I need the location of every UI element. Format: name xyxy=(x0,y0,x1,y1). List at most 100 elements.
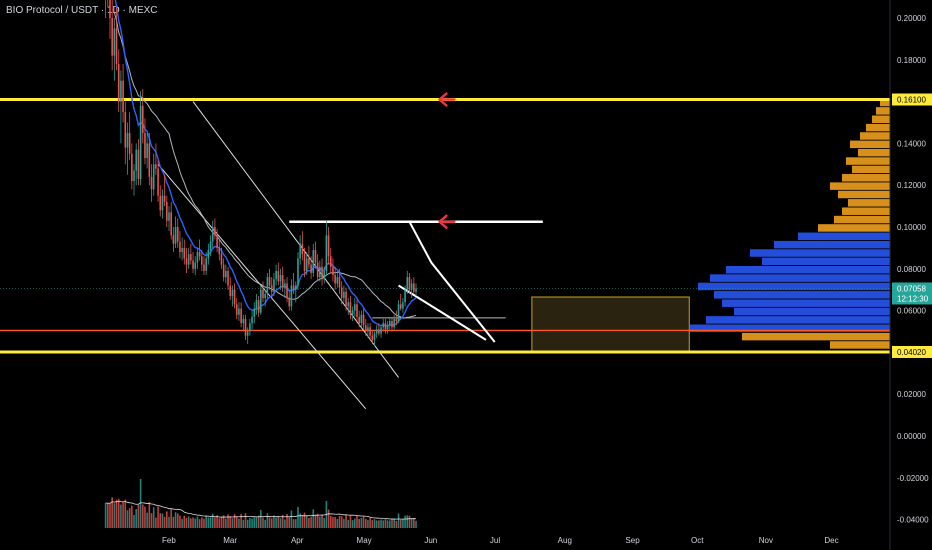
y-tick-label: 0.14000 xyxy=(897,139,926,148)
profile-bin xyxy=(762,257,890,266)
candle-body xyxy=(286,283,288,299)
candle-body xyxy=(367,327,369,332)
target-box xyxy=(531,296,690,352)
volume-bar xyxy=(225,518,227,528)
x-tick-label: Oct xyxy=(691,536,704,545)
candle-body xyxy=(163,195,166,202)
candle-body xyxy=(325,235,328,271)
candle-body xyxy=(279,275,282,282)
volume-bar xyxy=(413,518,415,528)
target-box-rect xyxy=(531,296,690,352)
candles xyxy=(105,0,417,347)
candle-body xyxy=(312,249,315,273)
candle-body xyxy=(176,227,179,242)
volume-bar xyxy=(260,509,262,528)
volume-bar xyxy=(214,517,216,528)
candle-body xyxy=(391,321,393,328)
profile-bin xyxy=(722,299,890,307)
level-label-high: 0.16100 xyxy=(897,96,926,105)
profile-bin xyxy=(852,165,890,174)
volume-bar xyxy=(382,520,385,528)
trend-annotations xyxy=(157,92,543,410)
volume-bar xyxy=(179,515,181,528)
candle-body xyxy=(404,289,406,303)
volume-bar xyxy=(181,518,183,528)
candle-body xyxy=(277,270,280,282)
volume-bar xyxy=(323,518,326,528)
volume-bar xyxy=(299,513,301,528)
volume-bar xyxy=(321,514,323,528)
candle-body xyxy=(172,235,175,244)
profile-bin xyxy=(750,249,890,257)
candle-body xyxy=(200,256,203,265)
candle-body xyxy=(120,80,122,102)
volume-bar xyxy=(159,513,162,528)
candle-body xyxy=(131,153,133,182)
volume-bar xyxy=(292,519,295,528)
volume-bar xyxy=(148,502,151,528)
candle-body xyxy=(329,256,332,267)
volume-bar xyxy=(216,515,218,528)
volume-bar xyxy=(249,518,251,528)
volume-bar xyxy=(205,515,207,528)
volume-bar xyxy=(319,516,321,528)
candle-body xyxy=(196,252,199,263)
volume-bar xyxy=(113,503,116,528)
candle-body xyxy=(323,270,326,280)
red-arrow-icon xyxy=(438,214,456,229)
x-tick-label: Dec xyxy=(824,536,838,545)
candle-body xyxy=(211,227,214,242)
volume-bar xyxy=(356,515,358,528)
candle-body xyxy=(410,283,413,290)
candle-body xyxy=(375,329,378,334)
candle-body xyxy=(310,264,312,273)
level-label-low: 0.04020 xyxy=(897,348,926,357)
volume-bar xyxy=(141,504,144,528)
profile-bin xyxy=(798,232,890,241)
candle-body xyxy=(257,300,260,313)
volume-bar xyxy=(257,515,260,528)
volume-bar xyxy=(397,513,400,528)
candle-body xyxy=(402,302,404,309)
candle-body xyxy=(336,277,339,284)
volume-bar xyxy=(131,505,133,528)
volume-bar xyxy=(354,518,356,528)
volume-bar xyxy=(314,514,317,528)
volume-bar xyxy=(120,504,122,528)
candle-body xyxy=(111,18,113,56)
volume-bar xyxy=(111,497,113,528)
candle-body xyxy=(144,132,146,159)
candle-body xyxy=(362,314,365,326)
candle-body xyxy=(378,329,380,334)
volume-bar xyxy=(336,518,339,528)
candle-body xyxy=(347,302,350,307)
profile-bin xyxy=(830,341,890,349)
volume-bar xyxy=(170,508,172,528)
candle-body xyxy=(395,318,398,322)
candle-body xyxy=(308,258,310,265)
candle-body xyxy=(364,325,367,332)
volume-bar xyxy=(281,515,284,528)
profile-bin xyxy=(742,332,890,341)
profile-bin xyxy=(726,265,890,274)
volume-bar xyxy=(277,516,280,528)
volume-bars xyxy=(104,479,417,528)
candle-body xyxy=(260,289,262,313)
volume-bar xyxy=(395,521,398,528)
candle-body xyxy=(303,254,306,271)
profile-bin xyxy=(690,324,890,332)
profile-bin xyxy=(880,98,890,107)
volume-bar xyxy=(399,519,402,528)
volume-bar xyxy=(106,503,109,528)
profile-bin xyxy=(872,115,890,123)
candle-body xyxy=(299,243,301,259)
candle-body xyxy=(222,264,225,278)
volume-bar xyxy=(380,519,382,528)
volume-bar xyxy=(139,479,142,528)
candle-body xyxy=(194,262,197,269)
candle-body xyxy=(150,176,153,190)
volume-bar xyxy=(406,515,409,528)
volume-bar xyxy=(284,519,286,528)
candle-body xyxy=(327,235,330,257)
